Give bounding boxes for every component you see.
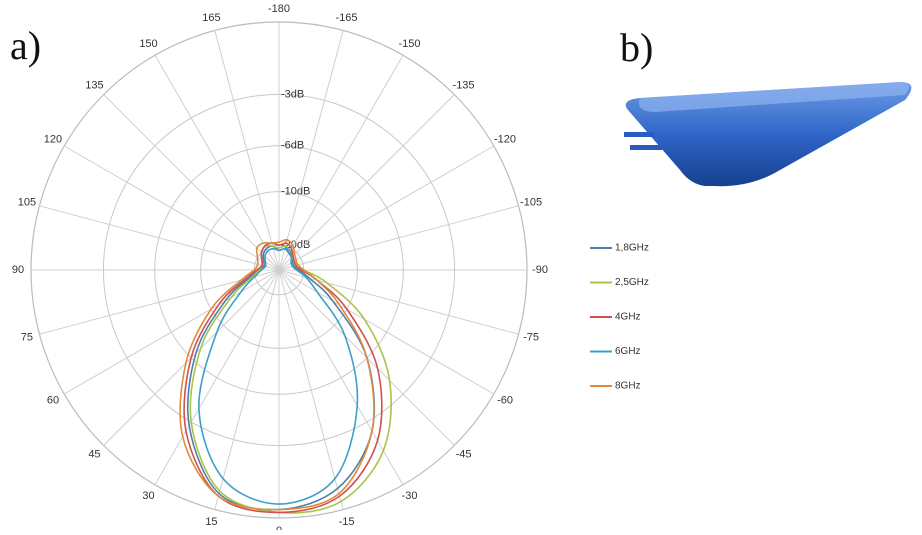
grid-spoke [214, 30, 280, 271]
theta-tick-label: 45 [88, 448, 100, 460]
grid-spoke [278, 269, 519, 335]
grid-spoke [278, 30, 344, 271]
theta-tick-label: 120 [44, 133, 62, 145]
grid-spoke [39, 269, 280, 335]
theta-tick-label: 150 [139, 38, 157, 50]
panel-label: a) [10, 23, 41, 68]
grid-spoke [278, 54, 404, 271]
r-tick-label: -3dB [281, 88, 304, 100]
theta-tick-label: 90 [12, 264, 24, 276]
theta-tick-label: -135 [453, 79, 475, 91]
panel-label: b) [620, 25, 653, 70]
grid-spoke [39, 205, 280, 271]
theta-tick-label: 165 [202, 12, 220, 24]
legend-label: 8GHz [615, 381, 641, 392]
grid-spoke [103, 94, 280, 271]
polar-chart: -3dB-6dB-10dB-20dB-180-165-150-135-120-1… [12, 3, 548, 535]
theta-tick-label: -150 [398, 38, 420, 50]
grid-spoke [214, 269, 280, 510]
theta-tick-label: -120 [494, 133, 516, 145]
theta-tick-label: 15 [205, 516, 217, 528]
series-line [183, 242, 383, 514]
legend-label: 6GHz [615, 346, 641, 357]
theta-tick-label: -75 [523, 331, 539, 343]
theta-tick-label: -30 [402, 490, 418, 502]
theta-tick-label: 135 [85, 79, 103, 91]
grid-spoke [278, 269, 344, 510]
theta-tick-label: -60 [497, 394, 513, 406]
theta-tick-label: -180 [268, 3, 290, 15]
r-tick-label: -6dB [281, 140, 304, 152]
r-tick-label: -10dB [281, 185, 310, 197]
connector [624, 132, 654, 137]
antenna-illustration [624, 82, 912, 187]
series-line [186, 245, 376, 511]
grid-spoke [154, 269, 280, 486]
theta-tick-label: -165 [336, 12, 358, 24]
theta-tick-label: -105 [520, 196, 542, 208]
legend-label: 2,5GHz [615, 277, 649, 288]
theta-tick-label: 0 [276, 525, 282, 530]
theta-tick-label: 105 [18, 196, 36, 208]
theta-tick-label: 60 [47, 394, 59, 406]
grid-spoke [278, 269, 404, 486]
theta-tick-label: -15 [339, 516, 355, 528]
grid-spoke [278, 269, 495, 395]
theta-tick-label: -90 [532, 264, 548, 276]
series-line [179, 238, 375, 511]
theta-tick-label: 75 [21, 331, 33, 343]
grid-spoke [278, 145, 495, 271]
grid-spoke [63, 269, 280, 395]
grid-spoke [154, 54, 280, 271]
theta-tick-label: -45 [456, 448, 472, 460]
grid-spoke [278, 94, 455, 271]
connector [630, 145, 662, 150]
grid-spoke [278, 205, 519, 271]
legend-label: 4GHz [615, 312, 641, 323]
legend-label: 1,8GHz [615, 243, 649, 254]
series-line [198, 247, 359, 505]
grid-spoke [63, 145, 280, 271]
theta-tick-label: 30 [142, 490, 154, 502]
